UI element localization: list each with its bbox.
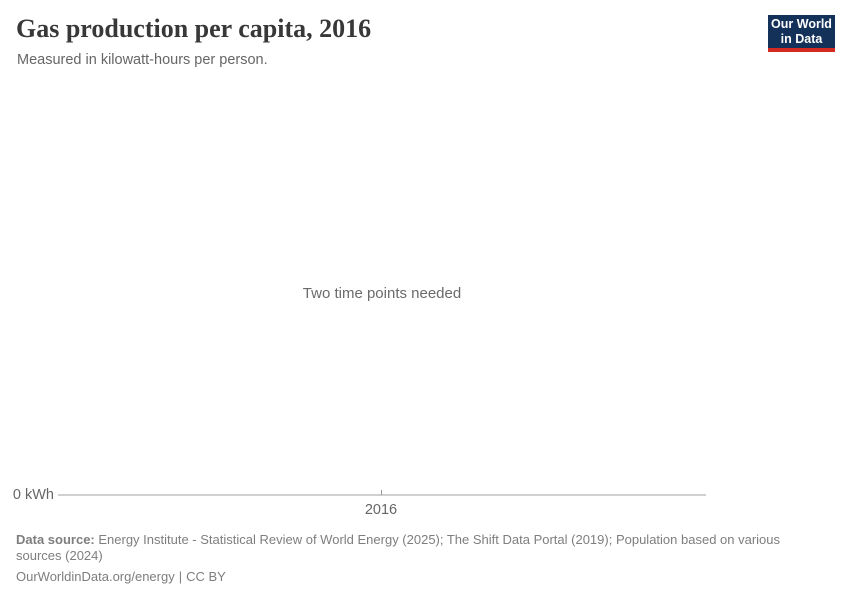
license-separator: | bbox=[178, 569, 183, 584]
data-source-text: Energy Institute - Statistical Review of… bbox=[16, 532, 781, 563]
page-title: Gas production per capita, 2016 bbox=[16, 14, 372, 43]
footer-license-line: OurWorldinData.org/energy | CC BY bbox=[16, 569, 226, 585]
x-axis-tick-label: 2016 bbox=[364, 502, 398, 518]
chart-subtitle: Measured in kilowatt-hours per person. bbox=[17, 52, 268, 68]
site-link[interactable]: OurWorldinData.org/energy bbox=[16, 569, 175, 584]
data-source-label: Data source: bbox=[16, 532, 95, 547]
y-axis-tick-label: 0 kWh bbox=[12, 487, 54, 503]
owid-logo-line2: in Data bbox=[780, 32, 823, 46]
footer-data-sources: Data source: Energy Institute - Statisti… bbox=[16, 532, 828, 563]
license-link[interactable]: CC BY bbox=[186, 569, 226, 584]
x-axis-tick-mark bbox=[381, 490, 382, 495]
x-axis-line bbox=[58, 494, 706, 496]
owid-logo-line1: Our World bbox=[771, 17, 832, 31]
empty-state-message: Two time points needed bbox=[302, 285, 462, 302]
owid-logo[interactable]: Our World in Data bbox=[768, 15, 835, 52]
